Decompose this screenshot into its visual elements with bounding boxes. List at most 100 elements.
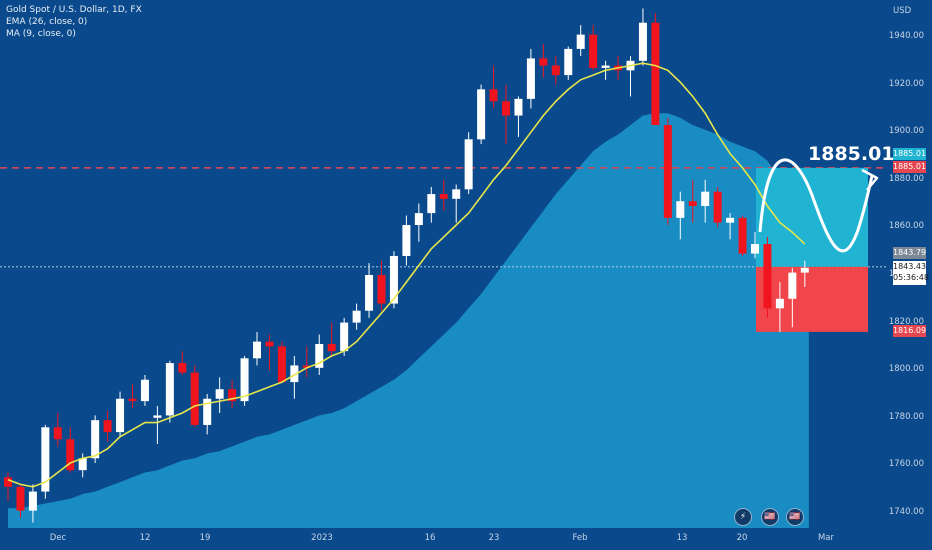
x-tick-label: 19 <box>199 533 211 543</box>
target-zone <box>756 167 868 267</box>
candle-body <box>53 427 62 440</box>
candle-body <box>651 22 660 126</box>
target-tag-top: 1885.01 <box>893 148 927 160</box>
candle-body <box>103 420 112 433</box>
candle-body <box>439 194 448 199</box>
candle-body <box>327 344 336 352</box>
y-tick-label: 1940.00 <box>888 31 924 41</box>
price-tag: 1843.43 05:36:48 <box>893 261 929 285</box>
candle-body <box>389 255 398 304</box>
candle-body <box>203 398 212 425</box>
us-flag-event-icon-2[interactable]: 🇺🇸 <box>786 508 804 526</box>
candle-body <box>91 420 100 459</box>
candle-body <box>253 341 261 359</box>
candle-body <box>228 389 237 402</box>
legend-ma[interactable]: MA (9, close, 0) <box>6 29 76 39</box>
legend-symbol[interactable]: Gold Spot / U.S. Dollar, 1D, FX <box>6 5 142 15</box>
x-tick-label: 23 <box>488 533 500 543</box>
candle-body <box>427 194 436 214</box>
candle-body <box>153 415 162 418</box>
candle-body <box>738 217 747 254</box>
candle-body <box>751 244 759 254</box>
projection-arrow <box>861 168 879 191</box>
candle-body <box>477 89 486 140</box>
x-tick-label: 20 <box>736 533 748 543</box>
candle-body <box>377 275 386 304</box>
candle-body <box>464 139 473 190</box>
projection-curve <box>758 158 874 253</box>
candle-body <box>215 389 224 399</box>
y-tick-label: 1860.00 <box>888 221 924 232</box>
x-tick-label: 12 <box>139 533 151 543</box>
candle-body <box>240 358 249 402</box>
candle-body <box>340 322 349 352</box>
stop-tag: 1816.09 <box>893 325 927 337</box>
target-line-tag: 1885.01 <box>893 161 927 173</box>
x-tick-label: Mar <box>817 533 835 543</box>
candle-body <box>775 298 784 309</box>
target-price-label: 1885.01 <box>808 143 895 165</box>
candle-body <box>589 34 598 68</box>
legend-ema[interactable]: EMA (26, close, 0) <box>6 17 88 27</box>
candle-body <box>16 486 25 511</box>
candle-body <box>302 365 311 368</box>
y-tick-label: 1820.00 <box>888 316 924 327</box>
countdown: 05:36:48 <box>893 273 929 282</box>
candle-body <box>128 398 137 402</box>
candle-body <box>290 365 299 383</box>
candle-body <box>78 458 87 471</box>
candle-body <box>601 65 610 68</box>
candle-body <box>663 125 672 218</box>
candle-body <box>502 101 510 116</box>
y-tick-label: 1920.00 <box>888 78 924 89</box>
candle-body <box>713 191 722 223</box>
candle-body <box>265 341 274 347</box>
x-tick-label: Dec <box>49 533 67 543</box>
y-tick-label: 1880.00 <box>888 173 924 184</box>
candle-body <box>414 213 423 226</box>
y-tick-label: 1900.00 <box>888 126 924 137</box>
ema-value-tag: 1843.79 <box>893 247 927 259</box>
candle-body <box>178 363 187 373</box>
candle-body <box>190 372 199 425</box>
candle-body <box>701 191 710 206</box>
candle-body <box>165 363 174 416</box>
x-tick-label: Feb <box>572 533 588 543</box>
candle-body <box>452 189 461 199</box>
currency-label: USD <box>893 6 912 16</box>
candle-body <box>688 201 697 206</box>
ma-line <box>7 62 806 488</box>
candle-body <box>638 22 647 61</box>
candle-body <box>514 98 523 116</box>
y-tick-label: 1800.00 <box>888 364 924 375</box>
candle-body <box>489 89 498 102</box>
candle-body <box>140 379 149 402</box>
price-value: 1843.43 <box>893 262 927 271</box>
lightning-event-icon[interactable]: ⚡ <box>734 508 752 526</box>
candle-body <box>564 48 573 76</box>
candle-body <box>352 310 361 323</box>
y-tick-label: 1760.00 <box>888 459 924 470</box>
candle-body <box>576 34 585 49</box>
candle-body <box>800 267 809 273</box>
y-tick-label: 1740.00 <box>888 507 924 517</box>
candle-body <box>277 346 286 383</box>
candle-body <box>726 217 735 223</box>
candle-body <box>551 65 560 76</box>
candle-body <box>402 225 411 256</box>
candle-body <box>4 477 12 487</box>
candle-body <box>315 344 324 368</box>
ema-area <box>8 113 809 528</box>
candle-body <box>116 398 125 433</box>
x-tick-label: 16 <box>424 533 436 543</box>
x-tick-label: 2023 <box>311 533 333 543</box>
candle-body <box>28 491 37 511</box>
y-tick-label: 1780.00 <box>888 411 924 422</box>
x-tick-label: 13 <box>676 533 688 543</box>
us-flag-event-icon[interactable]: 🇺🇸 <box>761 508 779 526</box>
candle-body <box>676 201 685 218</box>
chart-legend: Gold Spot / U.S. Dollar, 1D, FX EMA (26,… <box>6 4 142 40</box>
candle-body <box>763 244 772 309</box>
